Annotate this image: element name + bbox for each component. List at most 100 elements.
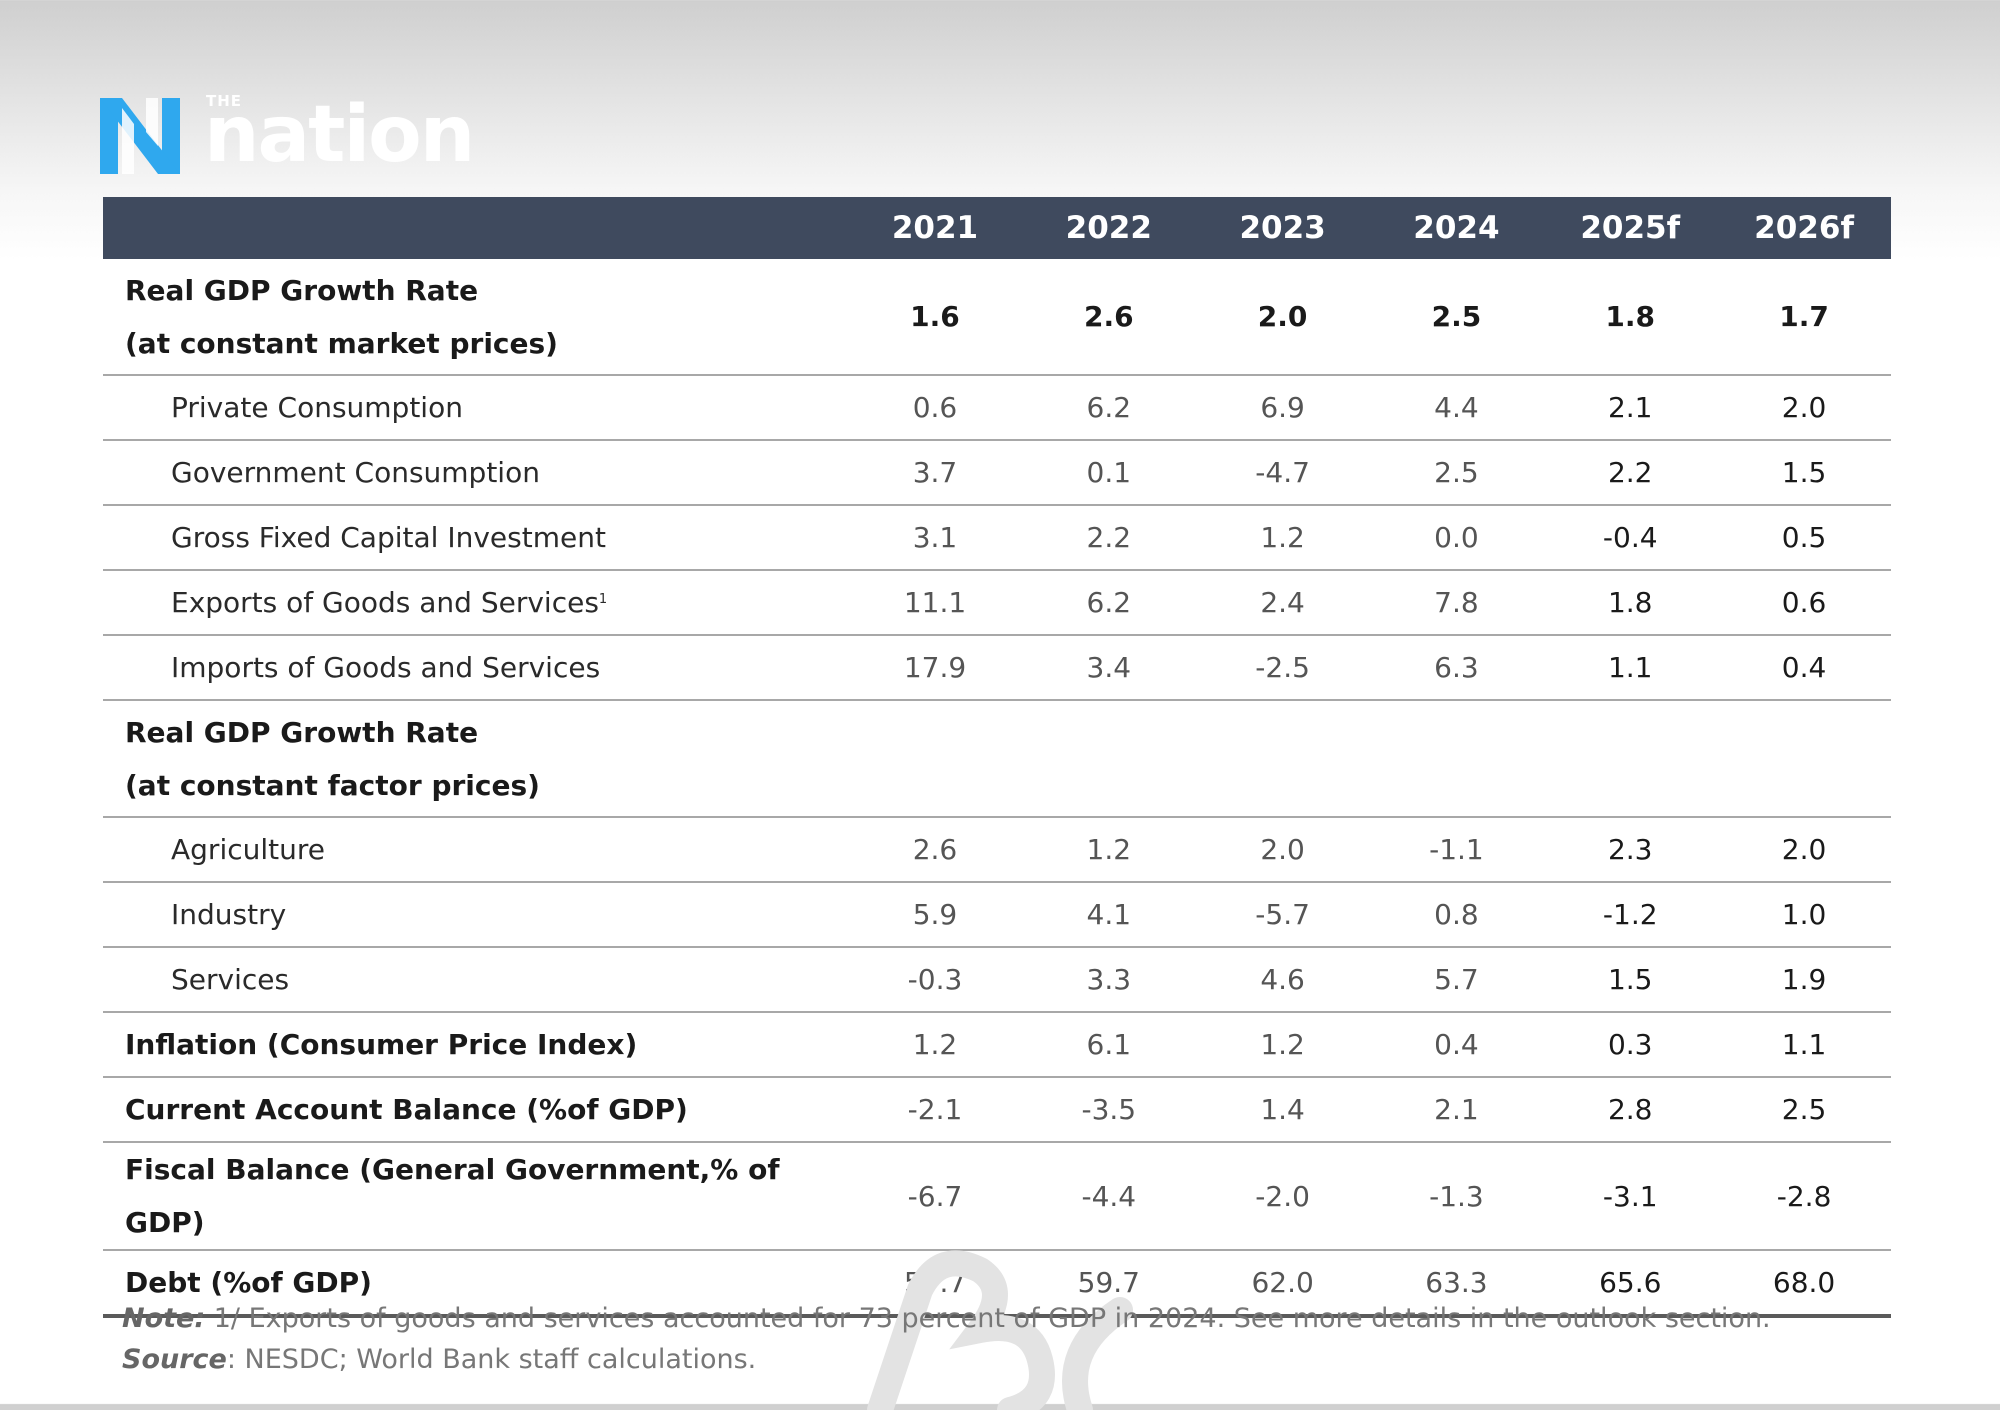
table-cell: 0.1 xyxy=(1021,440,1196,506)
header-year: 2026f xyxy=(1717,197,1891,259)
table-cell: 2.2 xyxy=(1543,440,1718,506)
table-cell: 1.8 xyxy=(1543,259,1718,376)
table-cell: 2.5 xyxy=(1717,1077,1891,1143)
table-cell: -3.5 xyxy=(1021,1077,1196,1143)
table-cell: 2.5 xyxy=(1369,440,1544,506)
note-label: Note: xyxy=(122,1303,206,1334)
table-row: Imports of Goods and Services 17.9 3.4 -… xyxy=(103,635,1891,701)
table-cell: 1.0 xyxy=(1717,882,1891,948)
table-row: Agriculture 2.6 1.2 2.0 -1.1 2.3 2.0 xyxy=(103,817,1891,883)
table-cell: 1.2 xyxy=(1195,505,1370,571)
table-cell-empty xyxy=(848,700,1022,818)
table-cell: 2.2 xyxy=(1021,505,1196,571)
table-cell-empty xyxy=(1021,700,1196,818)
table-cell: 0.6 xyxy=(1717,570,1891,636)
table-cell: 2.6 xyxy=(848,817,1022,883)
row-label: Real GDP Growth Rate (at constant factor… xyxy=(103,700,849,818)
table-cell: 1.8 xyxy=(1543,570,1718,636)
row-label: Private Consumption xyxy=(103,375,849,441)
table-cell: 3.3 xyxy=(1021,947,1196,1013)
source-line: Source: NESDC; World Bank staff calculat… xyxy=(122,1339,1771,1380)
table-cell: 1.1 xyxy=(1717,1012,1891,1078)
table-cell: 1.6 xyxy=(848,259,1022,376)
gdp-table-container: 2021 2022 2023 2024 2025f 2026f Real GDP… xyxy=(103,197,1891,1318)
table-cell: 2.5 xyxy=(1369,259,1544,376)
row-label: Government Consumption xyxy=(103,440,849,506)
row-label: Inflation (Consumer Price Index) xyxy=(103,1012,849,1078)
source-label: Source xyxy=(122,1344,227,1375)
gdp-table: 2021 2022 2023 2024 2025f 2026f Real GDP… xyxy=(103,197,1891,1318)
the-nation-logo: THE nation xyxy=(100,84,475,174)
header-label-cell xyxy=(103,197,849,259)
logo-the: THE xyxy=(206,92,243,110)
table-cell: -1.1 xyxy=(1369,817,1544,883)
table-cell: -6.7 xyxy=(848,1142,1022,1251)
row-label: Imports of Goods and Services xyxy=(103,635,849,701)
table-cell: 17.9 xyxy=(848,635,1022,701)
table-cell: 62.0 xyxy=(1195,1250,1370,1318)
table-cell: 0.3 xyxy=(1543,1012,1718,1078)
row-label: Agriculture xyxy=(103,817,849,883)
table-cell: 2.4 xyxy=(1195,570,1370,636)
row-label: Real GDP Growth Rate (at constant market… xyxy=(103,259,849,376)
table-cell: 0.5 xyxy=(1717,505,1891,571)
table-cell: 68.0 xyxy=(1717,1250,1891,1318)
table-cell: 2.0 xyxy=(1717,375,1891,441)
table-cell: 5.9 xyxy=(848,882,1022,948)
table-cell-empty xyxy=(1369,700,1544,818)
table-row: Real GDP Growth Rate (at constant factor… xyxy=(103,700,1891,818)
table-cell: 4.4 xyxy=(1369,375,1544,441)
table-cell: -2.8 xyxy=(1717,1142,1891,1251)
table-cell: -4.4 xyxy=(1021,1142,1196,1251)
table-cell: 65.6 xyxy=(1543,1250,1718,1318)
row-label: Gross Fixed Capital Investment xyxy=(103,505,849,571)
table-row: Real GDP Growth Rate (at constant market… xyxy=(103,259,1891,376)
table-cell: 2.8 xyxy=(1543,1077,1718,1143)
table-cell: 0.4 xyxy=(1369,1012,1544,1078)
row-label-line2: (at constant market prices) xyxy=(125,326,558,360)
table-cell: -2.0 xyxy=(1195,1142,1370,1251)
table-cell: 0.6 xyxy=(848,375,1022,441)
table-row: Private Consumption 0.6 6.2 6.9 4.4 2.1 … xyxy=(103,375,1891,441)
header-year: 2022 xyxy=(1021,197,1196,259)
table-cell: 2.0 xyxy=(1717,817,1891,883)
table-cell: 1.9 xyxy=(1717,947,1891,1013)
table-cell: 3.4 xyxy=(1021,635,1196,701)
table-row: Industry 5.9 4.1 -5.7 0.8 -1.2 1.0 xyxy=(103,882,1891,948)
table-cell: 1.5 xyxy=(1717,440,1891,506)
table-cell: 2.3 xyxy=(1543,817,1718,883)
logo-wordmark: THE nation xyxy=(204,92,475,174)
header-year: 2023 xyxy=(1195,197,1370,259)
table-cell: -4.7 xyxy=(1195,440,1370,506)
row-label: Debt (%of GDP) xyxy=(103,1250,849,1318)
n-logo-mark-icon xyxy=(100,98,180,174)
table-cell: 3.7 xyxy=(848,440,1022,506)
table-cell: 1.2 xyxy=(1195,1012,1370,1078)
table-cell-empty xyxy=(1195,700,1370,818)
row-label-line2: (at constant factor prices) xyxy=(125,768,540,802)
header-year: 2025f xyxy=(1543,197,1718,259)
source-text: : NESDC; World Bank staff calculations. xyxy=(226,1344,757,1375)
table-row: Government Consumption 3.7 0.1 -4.7 2.5 … xyxy=(103,440,1891,506)
table-header-row: 2021 2022 2023 2024 2025f 2026f xyxy=(103,197,1891,259)
table-cell-empty xyxy=(1543,700,1718,818)
row-label: Industry xyxy=(103,882,849,948)
table-cell: 6.9 xyxy=(1195,375,1370,441)
table-cell: 1.2 xyxy=(1021,817,1196,883)
table-cell: 0.8 xyxy=(1369,882,1544,948)
table-cell: 2.6 xyxy=(1021,259,1196,376)
table-notes: Note: 1/ Exports of goods and services a… xyxy=(122,1298,1771,1380)
table-row: Debt (%of GDP) 57.7 59.7 62.0 63.3 65.6 … xyxy=(103,1250,1891,1318)
note-text: 1/ Exports of goods and services account… xyxy=(205,1303,1771,1334)
table-cell: 3.1 xyxy=(848,505,1022,571)
row-label: Fiscal Balance (General Government,% of … xyxy=(103,1142,849,1251)
header-year: 2021 xyxy=(848,197,1022,259)
table-cell-empty xyxy=(1717,700,1891,818)
table-cell: 6.2 xyxy=(1021,570,1196,636)
table-cell: 63.3 xyxy=(1369,1250,1544,1318)
table-cell: 0.4 xyxy=(1717,635,1891,701)
logo-name: nation xyxy=(204,90,475,180)
table-cell: -0.3 xyxy=(848,947,1022,1013)
table-row: Inflation (Consumer Price Index) 1.2 6.1… xyxy=(103,1012,1891,1078)
table-cell: 6.2 xyxy=(1021,375,1196,441)
